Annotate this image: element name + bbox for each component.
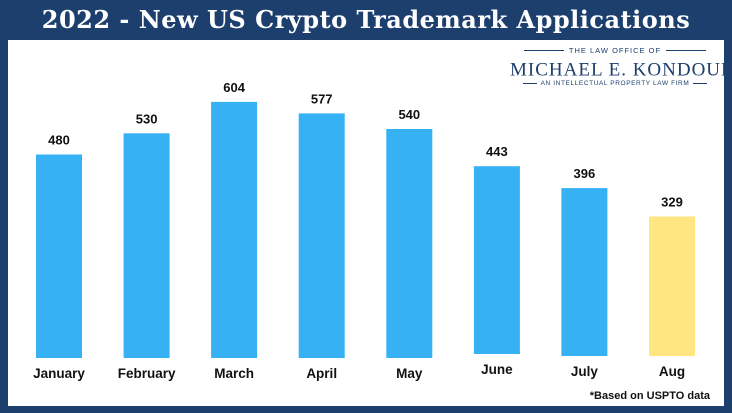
bar-may bbox=[386, 129, 433, 358]
chart-panel: 480 January 530 February 604 March 577 April 540… bbox=[8, 40, 732, 406]
value-label-march: 604 bbox=[223, 80, 245, 95]
value-label-june: 443 bbox=[486, 144, 508, 159]
category-label-january: January bbox=[33, 366, 85, 381]
category-label-june: June bbox=[481, 362, 513, 377]
value-label-april: 577 bbox=[311, 91, 333, 106]
bar-april bbox=[298, 113, 345, 359]
bar-aug bbox=[649, 216, 695, 356]
bar-june bbox=[473, 166, 520, 354]
value-label-february: 530 bbox=[136, 111, 158, 126]
category-label-april: April bbox=[306, 366, 337, 381]
value-label-may: 540 bbox=[398, 107, 420, 122]
chart-title: 2022 - New US Crypto Trademark Applicati… bbox=[41, 5, 691, 34]
logo-tagline: AN INTELLECTUAL PROPERTY LAW FIRM bbox=[540, 80, 690, 88]
bar-february bbox=[123, 133, 170, 358]
bar-chart: 480 January 530 February 604 March 577 April 540… bbox=[33, 80, 695, 381]
category-label-march: March bbox=[214, 366, 254, 381]
law-firm-logo: THE LAW OFFICE OF MICHAEL E. KONDOUDIS® … bbox=[510, 46, 732, 90]
value-label-january: 480 bbox=[48, 133, 70, 148]
category-label-may: May bbox=[396, 366, 423, 381]
logo-top-text: THE LAW OFFICE OF bbox=[568, 46, 662, 55]
bar-march bbox=[211, 101, 258, 359]
category-label-february: February bbox=[118, 366, 176, 381]
category-label-aug: Aug bbox=[659, 364, 685, 379]
value-label-aug: 329 bbox=[661, 195, 683, 210]
category-label-july: July bbox=[571, 364, 599, 379]
bar-july bbox=[561, 188, 608, 356]
logo-firm-name: MICHAEL E. KONDOUDIS bbox=[510, 59, 732, 81]
source-footnote: *Based on USPTO data bbox=[589, 390, 710, 402]
bar-january bbox=[36, 154, 82, 358]
value-label-july: 396 bbox=[574, 166, 596, 181]
